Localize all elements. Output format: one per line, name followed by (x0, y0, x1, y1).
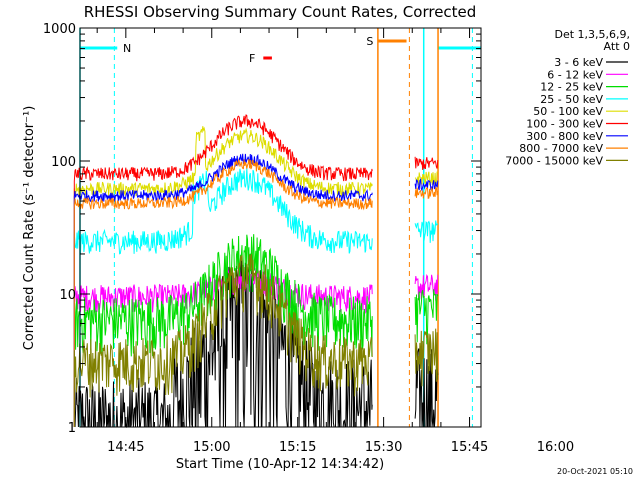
chart-title: RHESSI Observing Summary Count Rates, Co… (84, 3, 477, 21)
y-tick-label: 10 (59, 288, 76, 303)
x-tick-label: 15:15 (279, 440, 316, 455)
y-tick-label: 1 (68, 421, 76, 436)
series-line (73, 158, 373, 427)
x-tick-label: 16:00 (537, 440, 574, 455)
legend-label: 100 - 300 keV (526, 118, 603, 131)
legend-header-line-2: Att 0 (604, 40, 630, 53)
x-tick-label: 14:45 (107, 440, 144, 455)
y-axis: 1 10 100 1000 (43, 22, 481, 436)
series-line (414, 289, 439, 345)
legend-header-line-1: Det 1,3,5,6,9, (554, 28, 630, 41)
flag-label-s: S (366, 35, 373, 48)
flag-label-f: F (249, 52, 255, 65)
plot-frame (79, 27, 482, 428)
series-line (73, 114, 373, 427)
x-tick-label: 15:30 (365, 440, 402, 455)
legend-label: 12 - 25 keV (540, 81, 603, 94)
legend-label: 50 - 100 keV (533, 105, 603, 118)
series-line (73, 234, 373, 427)
y-axis-label: Corrected Count Rate (s⁻¹ detector⁻¹) (22, 106, 37, 351)
series-line (73, 126, 373, 427)
legend-label: 3 - 6 keV (554, 56, 603, 69)
legend-label: 7000 - 15000 keV (505, 154, 603, 167)
series-line (73, 260, 373, 429)
legend-label: 25 - 50 keV (540, 93, 603, 106)
series-line (73, 167, 373, 427)
series-line (414, 156, 439, 171)
series-line (73, 253, 373, 427)
x-axis: 14:45 15:00 15:15 15:30 15:45 16:00 (96, 28, 574, 455)
legend-label: 800 - 7000 keV (519, 142, 603, 155)
flag-label-n: N (123, 42, 131, 55)
plot-area: N F S (73, 28, 481, 429)
timestamp: 20-Oct-2021 05:10 (557, 467, 633, 476)
series-line (414, 177, 439, 192)
x-tick-label: 15:45 (451, 440, 488, 455)
x-tick-label: 15:00 (193, 440, 230, 455)
y-tick-label: 1000 (43, 22, 76, 37)
legend-label: 6 - 12 keV (547, 68, 603, 81)
series-line (414, 348, 439, 428)
x-axis-label: Start Time (10-Apr-12 14:34:42) (176, 457, 384, 472)
series-line (414, 220, 439, 243)
series-line (414, 328, 439, 387)
y-tick-label: 100 (51, 155, 76, 170)
series-line (73, 153, 373, 427)
legend-label: 300 - 800 keV (526, 130, 603, 143)
series-line (414, 186, 439, 200)
